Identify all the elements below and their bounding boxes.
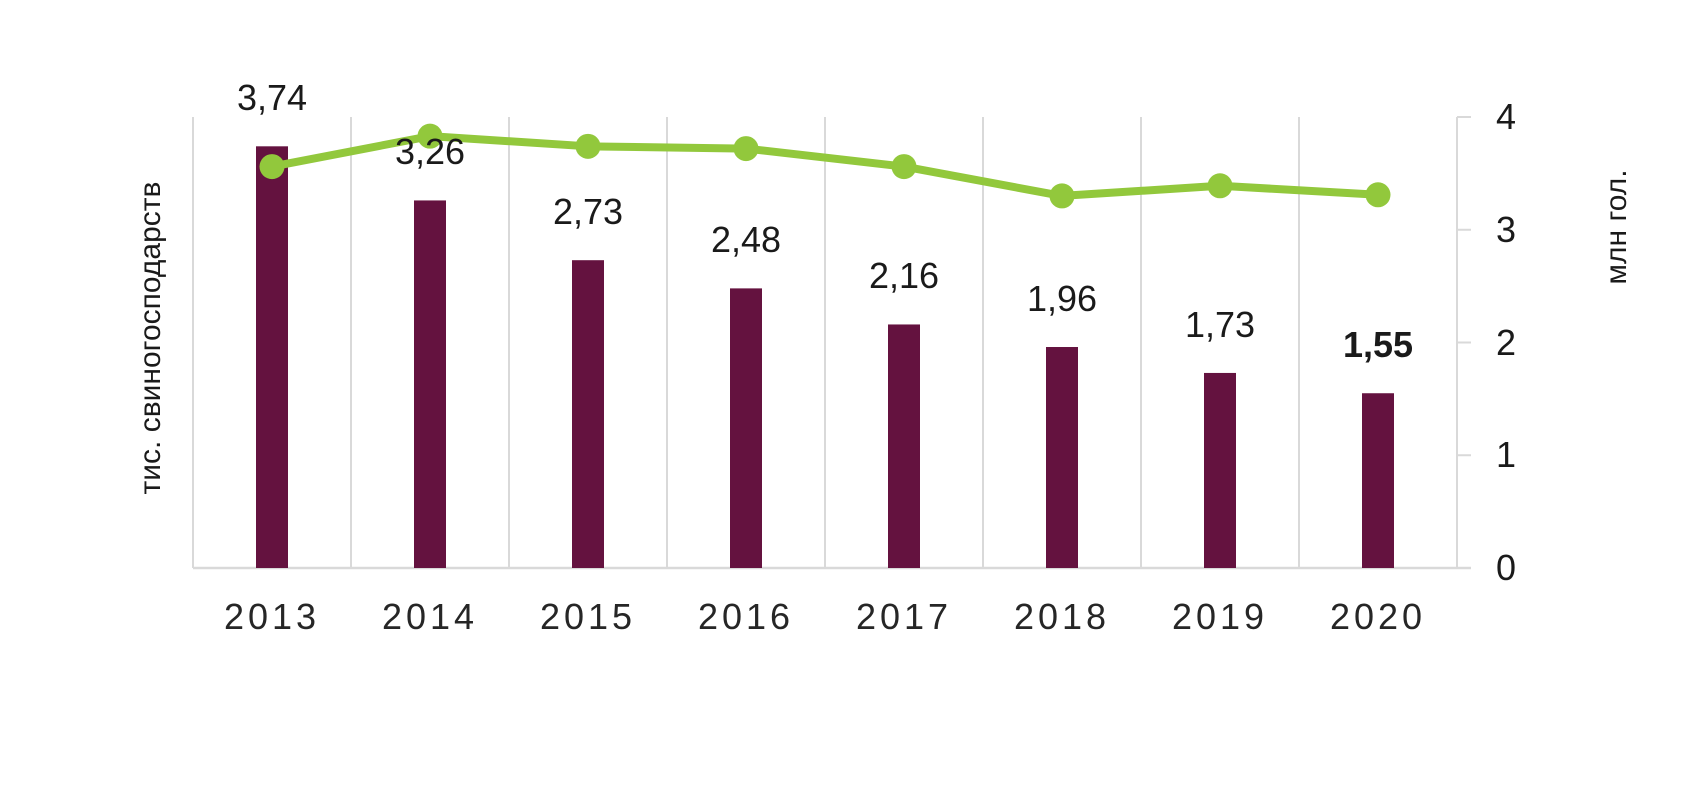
bar-value-label-2015: 2,73 xyxy=(552,191,624,233)
right-axis-tick-label-3: 3 xyxy=(1495,208,1517,250)
line-marker-2014 xyxy=(417,123,443,149)
bar-value-label-2014: 3,26 xyxy=(394,131,466,173)
bar-2014 xyxy=(414,200,446,568)
line-marker-2016 xyxy=(733,136,759,162)
right-axis-tick-label-4: 4 xyxy=(1495,96,1517,137)
line-marker-2020 xyxy=(1365,182,1391,208)
bar-2013 xyxy=(256,146,288,568)
x-axis-label-2018: 2018 xyxy=(1013,596,1111,637)
right-axis-title: млн гол. xyxy=(1600,169,1633,285)
line-marker-2017 xyxy=(891,154,917,180)
bar-value-label-2017: 2,16 xyxy=(868,255,940,297)
bar-2018 xyxy=(1046,347,1078,568)
bar-2020 xyxy=(1362,393,1394,568)
bar-2019 xyxy=(1204,372,1236,568)
x-axis-label-2014: 2014 xyxy=(381,596,479,637)
line-marker-2015 xyxy=(575,133,601,159)
x-axis-label-2019: 2019 xyxy=(1171,596,1269,637)
bar-2016 xyxy=(730,288,762,568)
right-axis-tick-label-1: 1 xyxy=(1495,434,1517,476)
x-axis-label-2020: 2020 xyxy=(1329,596,1427,637)
right-axis-tick-label-2: 2 xyxy=(1495,321,1517,363)
right-axis-tick-label-0: 0 xyxy=(1495,547,1517,588)
left-axis-title: тис. свиногосподарств xyxy=(134,181,167,495)
trend-line xyxy=(268,132,1382,200)
x-axis-label-2015: 2015 xyxy=(539,596,637,637)
line-marker-2018 xyxy=(1049,183,1075,209)
bar-value-label-2020: 1,55 xyxy=(1342,324,1414,366)
bar-value-label-2013: 3,74 xyxy=(236,77,308,119)
bar-value-label-2016: 2,48 xyxy=(710,219,782,261)
bar-value-label-2018: 1,96 xyxy=(1026,278,1098,319)
x-axis-label-2016: 2016 xyxy=(697,596,795,637)
x-axis-label-2017: 2017 xyxy=(855,596,953,637)
bar-2015 xyxy=(572,260,604,568)
bar-value-label-2019: 1,73 xyxy=(1184,303,1256,345)
x-axis-label-2013: 2013 xyxy=(223,596,321,637)
bar-2017 xyxy=(888,324,920,568)
line-marker-2013 xyxy=(259,154,285,180)
line-marker-2019 xyxy=(1207,173,1233,199)
